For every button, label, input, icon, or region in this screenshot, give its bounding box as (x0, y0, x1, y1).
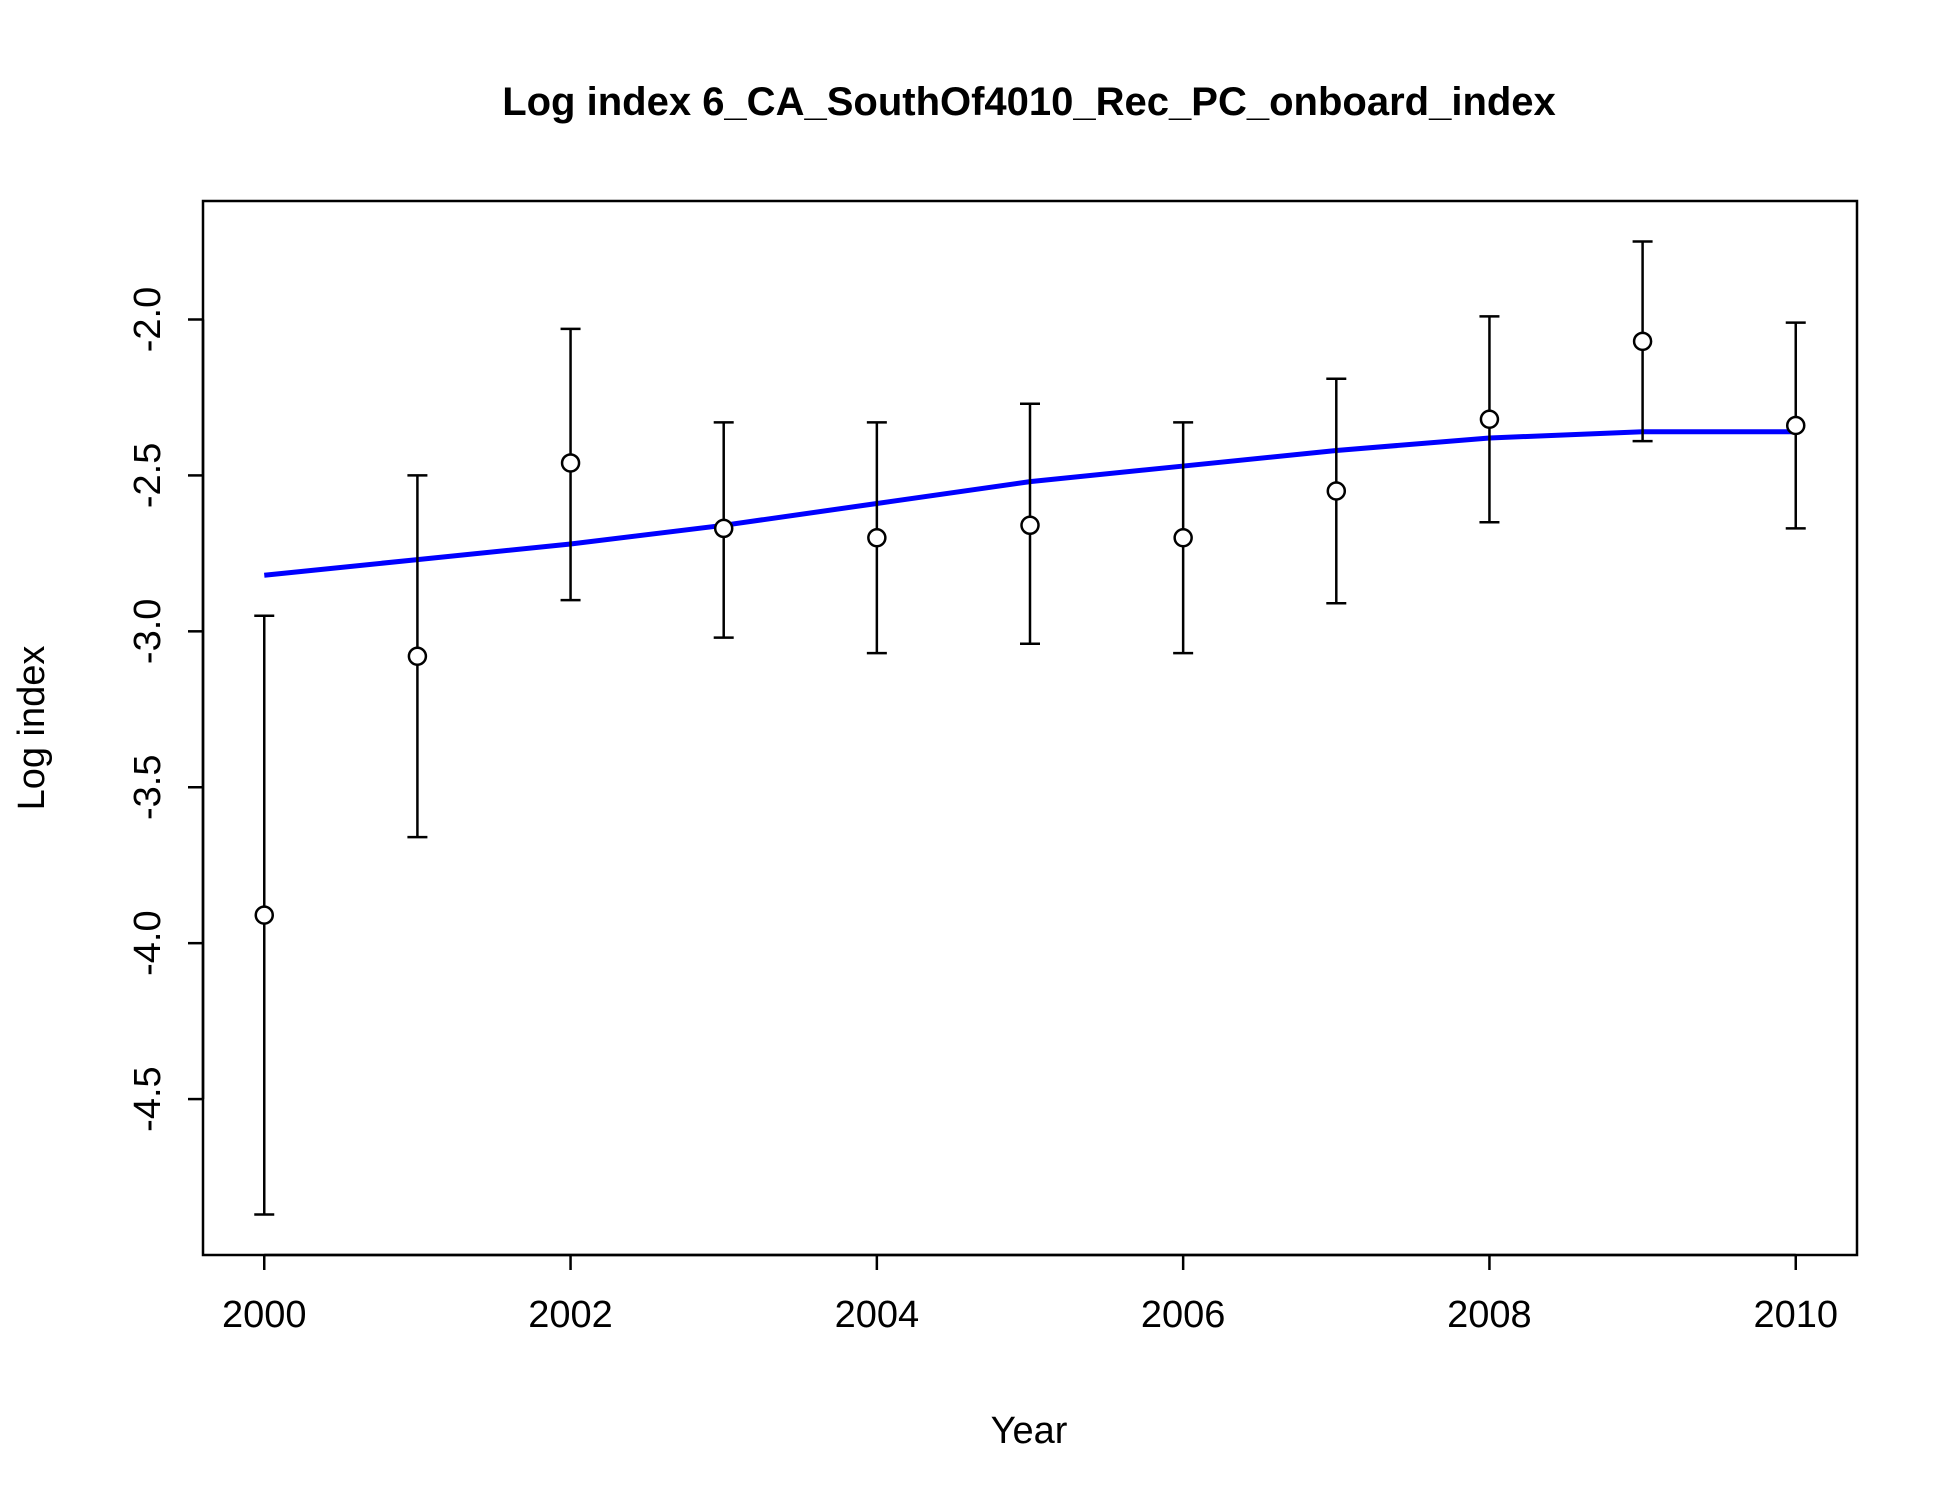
observed-point-layer (254, 331, 1806, 925)
plot-frame (201, 199, 1859, 1257)
data-point (407, 646, 428, 667)
x-axis: 2000 2002 2004 2006 2008 2010 (222, 1253, 1838, 1336)
y-tick-label: -3.0 (127, 599, 169, 664)
y-tick-label: -3.5 (127, 755, 169, 820)
y-tick-label: -2.5 (127, 443, 169, 508)
data-point (254, 905, 275, 925)
x-tick-label: 2002 (528, 1294, 613, 1336)
x-tick-label: 2010 (1753, 1294, 1838, 1336)
x-tick-label: 2008 (1447, 1294, 1532, 1336)
x-axis-label: Year (991, 1410, 1068, 1452)
data-point (1632, 331, 1653, 352)
data-point (1479, 409, 1500, 430)
data-point (1020, 515, 1040, 536)
error-bar-layer (254, 240, 1806, 1216)
data-point (867, 528, 887, 548)
y-tick-label: -2.0 (127, 287, 169, 352)
data-point (1173, 528, 1193, 548)
data-point (713, 518, 734, 539)
x-tick-label: 2004 (835, 1294, 920, 1336)
y-axis-label: Log index (11, 646, 53, 811)
y-tick-label: -4.5 (127, 1066, 169, 1131)
x-tick-label: 2006 (1141, 1294, 1226, 1336)
chart-title: Log index 6_CA_SouthOf4010_Rec_PC_onboar… (502, 80, 1556, 124)
data-point (560, 453, 581, 473)
y-axis: -4.5 -4.0 -3.5 -3.0 -2.5 -2.0 (127, 287, 205, 1132)
data-point (1785, 415, 1806, 436)
y-tick-label: -4.0 (127, 910, 169, 975)
data-point (1326, 481, 1347, 501)
x-tick-label: 2000 (222, 1294, 307, 1336)
